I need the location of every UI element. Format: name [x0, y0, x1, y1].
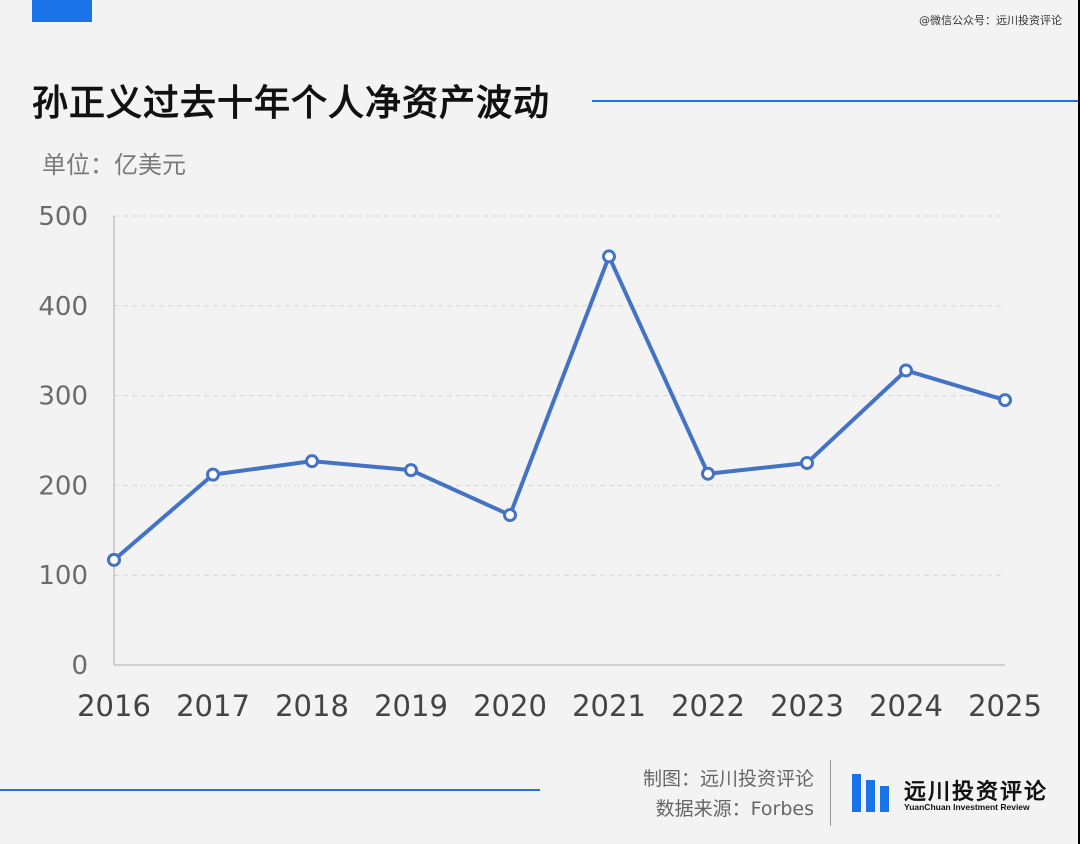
x-tick-label: 2019 [374, 689, 448, 723]
brand-name: 远川投资评论 [904, 780, 1049, 805]
data-point [503, 508, 517, 523]
series-line [112, 254, 1007, 562]
data-point [998, 393, 1012, 408]
data-point [206, 467, 220, 482]
x-tick-label: 2016 [77, 689, 151, 723]
data-point [800, 455, 814, 470]
data-point [305, 454, 319, 469]
brand-english-name: YuanChuan Investment Review [904, 802, 1030, 812]
footer-vertical-divider [830, 760, 831, 826]
y-tick-label: 200 [38, 471, 88, 501]
x-tick-label: 2018 [275, 689, 349, 723]
y-tick-label: 0 [71, 651, 88, 681]
brand-logo: 远川投资评论 YuanChuan Investment Review [852, 772, 1062, 816]
y-tick-label: 400 [38, 292, 88, 322]
x-tick-label: 2021 [572, 689, 646, 723]
x-tick-label: 2020 [473, 689, 547, 723]
x-tick-label: 2022 [671, 689, 745, 723]
title-divider [592, 100, 1078, 102]
chart-maker-credit: 制图：远川投资评论 [642, 768, 814, 790]
brand-logo-icon [852, 774, 898, 812]
data-point [701, 466, 715, 481]
x-tick-label: 2023 [770, 689, 844, 723]
unit-label: 单位：亿美元 [42, 151, 186, 179]
data-point [107, 552, 121, 567]
y-tick-label: 100 [38, 561, 88, 591]
data-point [602, 249, 616, 264]
data-point [404, 463, 418, 478]
y-tick-label: 300 [38, 382, 88, 412]
y-tick-label: 500 [38, 202, 88, 232]
chart-title: 孙正义过去十年个人净资产波动 [32, 83, 551, 124]
x-tick-label: 2024 [869, 689, 943, 723]
x-tick-label: 2025 [968, 689, 1042, 723]
x-tick-label: 2017 [176, 689, 250, 723]
top-accent-bar [32, 0, 92, 22]
footer-divider [0, 789, 540, 791]
watermark: @微信公众号：远川投资评论 [919, 14, 1062, 27]
data-point [899, 363, 913, 378]
data-source-credit: 数据来源：Forbes [655, 798, 814, 820]
